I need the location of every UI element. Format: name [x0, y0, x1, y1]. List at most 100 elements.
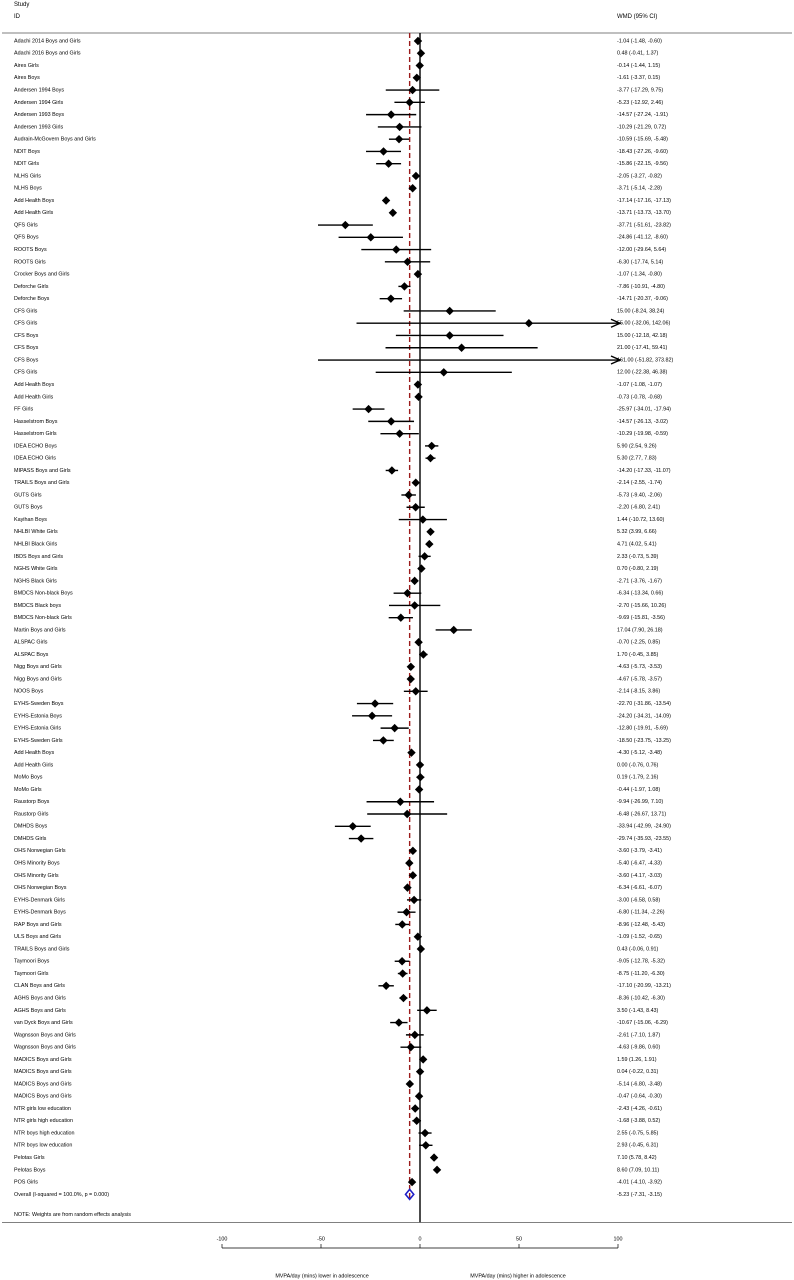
study-label: NGHS Black Girls [14, 578, 57, 584]
wmd-ci-value: -18.43 (-27.26, -9.60) [617, 149, 668, 155]
wmd-ci-value: -1.07 (-1.08, -1.07) [617, 382, 662, 388]
study-diamond [406, 674, 415, 684]
wmd-ci-value: -15.86 (-22.15, -9.56) [617, 161, 668, 167]
study-diamond [404, 490, 413, 500]
wmd-ci-value: -12.00 (-29.64, 5.64) [617, 247, 666, 253]
wmd-ci-value: 8.60 (7.09, 10.11) [617, 1167, 659, 1173]
x-tick-label: 50 [516, 1236, 522, 1242]
wmd-ci-value: -6.80 (-11.34, -2.26) [617, 910, 665, 916]
study-diamond [388, 208, 398, 217]
study-label: Hasselstrom Girls [14, 431, 57, 437]
wmd-ci-value: 161.00 (-51.82, 373.82) [617, 357, 674, 363]
study-label: MoMo Girls [14, 787, 42, 793]
x-axis-label-left: MVPA/day (mins) lower in adolescence [275, 1273, 368, 1279]
study-diamond [413, 269, 423, 279]
study-label: NGHS White Girls [14, 566, 58, 572]
wmd-ci-value: -1.07 (-1.34, -0.80) [617, 272, 662, 278]
wmd-ci-value: -7.86 (-10.91, -4.80) [617, 284, 665, 290]
study-label: EYHS-Denmark Girls [14, 897, 65, 903]
wmd-ci-value: -2.05 (-3.27, -0.82) [617, 173, 662, 179]
study-diamond [381, 196, 391, 205]
study-label: Nigg Boys and Girls [14, 676, 62, 682]
study-diamond [419, 650, 428, 659]
study-diamond [400, 282, 409, 291]
study-label: FF Girls [14, 407, 33, 413]
study-label: Add Health Boys [14, 382, 54, 388]
study-diamond [426, 527, 435, 536]
wmd-ci-value: -0.14 (-1.44, 1.15) [617, 63, 660, 69]
wmd-ci-value: -5.73 (-9.40, -2.06) [617, 492, 662, 498]
wmd-ci-value: -2.20 (-6.80, 2.41) [617, 505, 660, 511]
wmd-ci-value: -2.70 (-15.66, 10.26) [617, 603, 666, 609]
study-diamond [406, 1042, 416, 1052]
study-diamond [364, 404, 373, 414]
study-diamond [394, 134, 404, 144]
study-diamond [410, 576, 419, 586]
study-diamond [405, 98, 414, 107]
wmd-ci-value: 0.00 (-0.76, 0.76) [617, 762, 659, 768]
wmd-ci-value: -33.94 (-42.99, -24.90) [617, 824, 671, 830]
study-label: Wagnsson Boys and Girls [14, 1032, 76, 1038]
wmd-ci-value: -4.01 (-4.10, -3.92) [617, 1180, 662, 1186]
study-label: OHS Norwegian Boys [14, 885, 67, 891]
study-diamond [384, 159, 393, 168]
study-label: DMHDS Girls [14, 836, 47, 842]
wmd-ci-value: 15.00 (-8.24, 38.24) [617, 308, 665, 314]
study-label: Hasselstrom Boys [14, 419, 58, 425]
wmd-ci-value: 0.43 (-0.06, 0.91) [617, 946, 659, 952]
study-diamond [356, 834, 366, 843]
study-label: NTR girls low education [14, 1106, 71, 1112]
study-diamond [415, 760, 425, 770]
study-diamond [402, 907, 411, 917]
study-diamond [412, 73, 422, 83]
study-label: TRAILS Boys and Girls [14, 480, 70, 486]
study-label: NDIT Girls [14, 161, 39, 167]
study-label: IBDS Boys and Girls [14, 554, 63, 560]
wmd-ci-value: 1.70 (-0.45, 3.85) [617, 652, 659, 658]
study-label: Kayihan Boys [14, 517, 47, 523]
wmd-ci-value: 0.48 (-0.41, 1.37) [617, 51, 659, 57]
study-diamond [416, 773, 425, 782]
study-diamond [411, 171, 421, 181]
study-label: RAP Boys and Girls [14, 922, 62, 928]
wmd-ci-value: -4.63 (-5.73, -3.53) [617, 664, 662, 670]
weights-note: NOTE: Weights are from random effects an… [14, 1212, 131, 1218]
study-label: Add Health Boys [14, 198, 54, 204]
wmd-ci-value: -5.23 (-12.92, 2.46) [617, 100, 663, 106]
study-diamond [416, 49, 426, 58]
wmd-ci-value: -3.77 (-17.29, 9.75) [617, 88, 663, 94]
study-diamond [397, 957, 407, 966]
study-diamond [367, 711, 377, 721]
study-diamond [410, 1030, 420, 1040]
study-diamond [426, 453, 435, 463]
wmd-ci-value: 3.50 (-1.43, 8.43) [617, 1008, 659, 1014]
study-diamond [413, 932, 423, 941]
study-diamond [405, 1079, 415, 1089]
study-diamond [386, 110, 396, 119]
study-label: QFS Girls [14, 222, 38, 228]
study-label: CFS Boys [14, 357, 39, 363]
wmd-ci-value: -9.05 (-12.78, -5.32) [617, 959, 665, 965]
study-label: NLHS Girls [14, 173, 41, 179]
study-diamond [408, 85, 417, 95]
study-label: QFS Boys [14, 235, 39, 241]
wmd-ci-value: -5.14 (-6.80, -3.48) [617, 1081, 662, 1087]
wmd-header: WMD (95% CI) [617, 14, 658, 20]
study-label: NTR girls high education [14, 1118, 73, 1124]
study-diamond [395, 429, 404, 438]
study-label: ALSPAC Girls [14, 640, 48, 646]
x-tick-label: -100 [217, 1236, 228, 1242]
study-diamond [418, 515, 428, 524]
study-diamond [421, 1141, 431, 1150]
study-diamond [413, 36, 423, 46]
wmd-ci-value: -37.71 (-51.61, -23.82) [617, 222, 671, 228]
study-label: Andersen 1993 Boys [14, 112, 64, 118]
study-label: Add Health Boys [14, 750, 54, 756]
wmd-ci-value: -3.60 (-3.79, -3.41) [617, 848, 662, 854]
study-diamond [410, 601, 419, 610]
study-label: CFS Girls [14, 370, 38, 376]
study-label: Andersen 1993 Girls [14, 124, 63, 130]
study-diamond [427, 441, 436, 451]
study-label: Wagnsson Boys and Girls [14, 1045, 76, 1051]
study-label: OHS Norwegian Girls [14, 848, 66, 854]
